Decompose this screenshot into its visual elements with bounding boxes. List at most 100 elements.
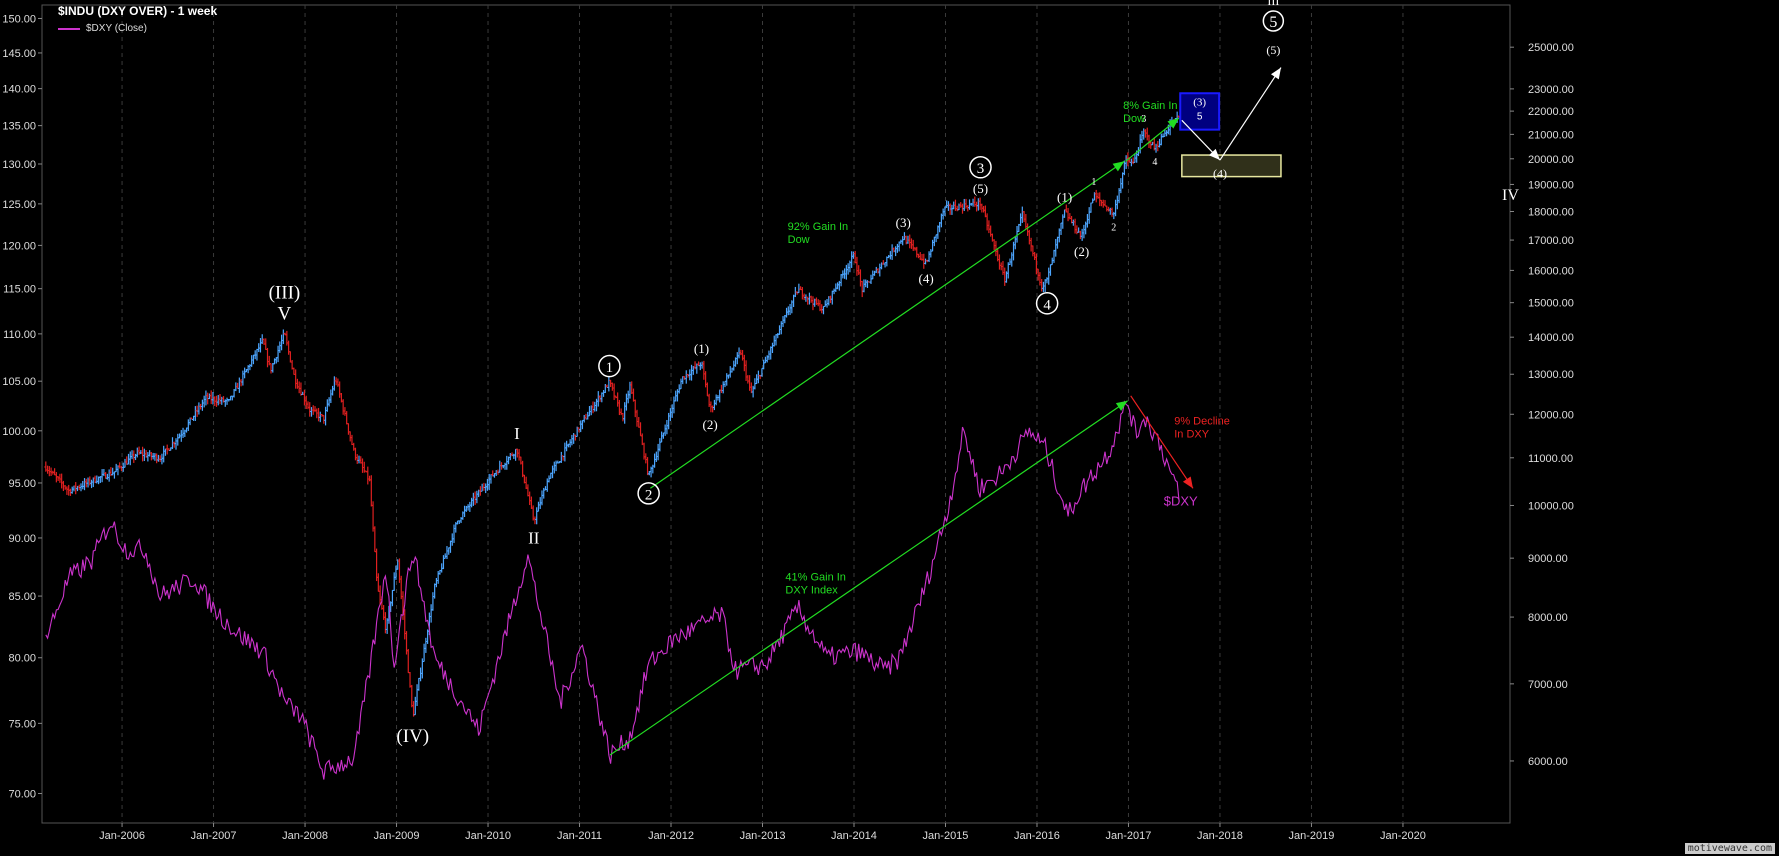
right-tick-label: 18000.00 xyxy=(1528,206,1574,218)
x-tick-label: Jan-2007 xyxy=(191,830,237,842)
wave-label: II xyxy=(528,529,540,548)
wave-label: 3 xyxy=(1141,114,1146,125)
right-tick-label: 16000.00 xyxy=(1528,265,1574,277)
wave-label: (2) xyxy=(703,417,718,432)
annotation-text-2: DXY Index xyxy=(785,585,838,597)
right-tick-label: 14000.00 xyxy=(1528,332,1574,344)
wave-circle xyxy=(598,354,621,378)
chart-title: $INDU (DXY OVER) - 1 week xyxy=(58,4,218,18)
right-tick-label: 23000.00 xyxy=(1528,84,1574,96)
wave-label-proj-5: 5 xyxy=(1269,14,1277,31)
x-tick-label: Jan-2008 xyxy=(282,830,328,842)
wave-label-proj-5-paren: (5) xyxy=(1266,43,1280,57)
wave-label: (5) xyxy=(973,181,988,196)
x-tick-label: Jan-2018 xyxy=(1197,830,1243,842)
plot-frame xyxy=(41,4,1511,824)
wave-label: 2 xyxy=(1111,222,1116,233)
wave-circle xyxy=(637,482,660,505)
wave-4-target-box xyxy=(1181,154,1282,178)
x-tick-label: Jan-2011 xyxy=(557,830,602,842)
dxy-decline-arrow-9 xyxy=(1130,395,1194,489)
dow-gain-arrow-8-shaft xyxy=(1125,117,1180,162)
left-tick-label: 135.00 xyxy=(2,121,36,133)
x-tick-label: Jan-2009 xyxy=(374,830,420,842)
wave-label: 2 xyxy=(645,487,653,503)
legend-swatch-dxy xyxy=(58,27,80,30)
dow-gain-arrow-8 xyxy=(1125,117,1180,162)
wave-label-edge-iv: IV xyxy=(1502,187,1519,204)
left-tick-label: 120.00 xyxy=(2,240,36,252)
annotation-text-0: Dow xyxy=(1123,113,1145,125)
wave-label: (IV) xyxy=(396,726,429,747)
right-tick-label: 25000.00 xyxy=(1528,42,1574,54)
wave-label: 1 xyxy=(1091,177,1096,188)
chart-legend: $DXY (Close) xyxy=(58,23,147,34)
projection-arrow-down-head xyxy=(1208,148,1220,161)
dow-gain-arrow-92-head xyxy=(1112,161,1125,172)
right-tick-label: 13000.00 xyxy=(1528,369,1574,381)
dxy-gain-arrow-41-head xyxy=(1115,400,1128,411)
annotation-text-1: Dow xyxy=(788,234,810,246)
x-tick-label: Jan-2010 xyxy=(465,830,511,842)
wave-label: 4 xyxy=(1152,157,1157,168)
watermark: motivewave.com xyxy=(1684,843,1775,854)
dxy-end-label: $DXY xyxy=(1164,493,1198,508)
right-tick-label: 10000.00 xyxy=(1528,500,1574,512)
right-tick-label: 9000.00 xyxy=(1528,553,1568,565)
wave-label: (1) xyxy=(1057,189,1072,204)
wave-3-target-box xyxy=(1179,92,1221,131)
right-tick-label: 8000.00 xyxy=(1528,612,1568,624)
wave-label-proj-iii: III xyxy=(1267,0,1279,8)
left-tick-label: 90.00 xyxy=(8,533,36,545)
series-dxy-line xyxy=(45,400,1180,780)
right-tick-label: 7000.00 xyxy=(1528,679,1568,691)
left-tick-label: 100.00 xyxy=(2,426,36,438)
dxy-gain-arrow-41-shaft xyxy=(609,400,1128,756)
left-tick-label: 140.00 xyxy=(2,84,36,96)
left-tick-label: 150.00 xyxy=(2,13,36,25)
right-tick-label: 21000.00 xyxy=(1528,129,1574,141)
annotation-text-2: 41% Gain In xyxy=(785,572,846,584)
right-tick-label: 15000.00 xyxy=(1528,298,1574,310)
right-tick-label: 11000.00 xyxy=(1528,453,1573,465)
dxy-decline-arrow-9-shaft xyxy=(1130,395,1194,489)
projection-arrow-up-head xyxy=(1270,67,1281,80)
annotation-text-1: 92% Gain In xyxy=(788,221,849,233)
wave-label-box-4: (4) xyxy=(1213,167,1227,181)
wave-label: (1) xyxy=(694,341,709,356)
left-tick-label: 85.00 xyxy=(8,591,36,603)
wave-label: (4) xyxy=(919,271,934,286)
wave-label: 4 xyxy=(1043,297,1051,313)
x-tick-label: Jan-2019 xyxy=(1289,830,1335,842)
wave-label: (2) xyxy=(1074,244,1089,259)
dow-gain-arrow-92 xyxy=(650,160,1125,489)
series-indu-bars xyxy=(44,111,1181,717)
dow-gain-arrow-8-head xyxy=(1167,117,1179,129)
x-tick-label: Jan-2016 xyxy=(1014,830,1060,842)
wave-label: (3) xyxy=(896,215,911,230)
x-tick-label: Jan-2015 xyxy=(923,830,969,842)
wave-label: 1 xyxy=(606,360,614,376)
dow-gain-arrow-92-shaft xyxy=(650,160,1125,489)
left-tick-label: 110.00 xyxy=(3,329,36,341)
legend-label-dxy: $DXY (Close) xyxy=(86,23,147,34)
projection-arrow-up xyxy=(1219,67,1282,161)
left-tick-label: 95.00 xyxy=(8,478,36,490)
annotation-text-3: In DXY xyxy=(1174,429,1210,441)
x-tick-label: Jan-2012 xyxy=(648,830,694,842)
x-tick-label: Jan-2014 xyxy=(831,830,877,842)
wave-label: V xyxy=(278,304,292,325)
wave-label-box-5: 5 xyxy=(1197,111,1203,122)
wave-label-box-3: (3) xyxy=(1193,96,1206,108)
wave-circle-proj-5 xyxy=(1262,10,1285,32)
wave-label: I xyxy=(514,424,520,443)
projection-arrow-down xyxy=(1181,119,1221,161)
annotation-text-0: 8% Gain In xyxy=(1123,100,1177,112)
left-tick-label: 70.00 xyxy=(8,789,36,801)
wave-label: (III) xyxy=(269,283,301,304)
left-tick-label: 125.00 xyxy=(2,199,36,211)
left-tick-label: 80.00 xyxy=(8,653,36,665)
left-tick-label: 115.00 xyxy=(3,284,36,296)
right-tick-label: 20000.00 xyxy=(1528,154,1574,166)
